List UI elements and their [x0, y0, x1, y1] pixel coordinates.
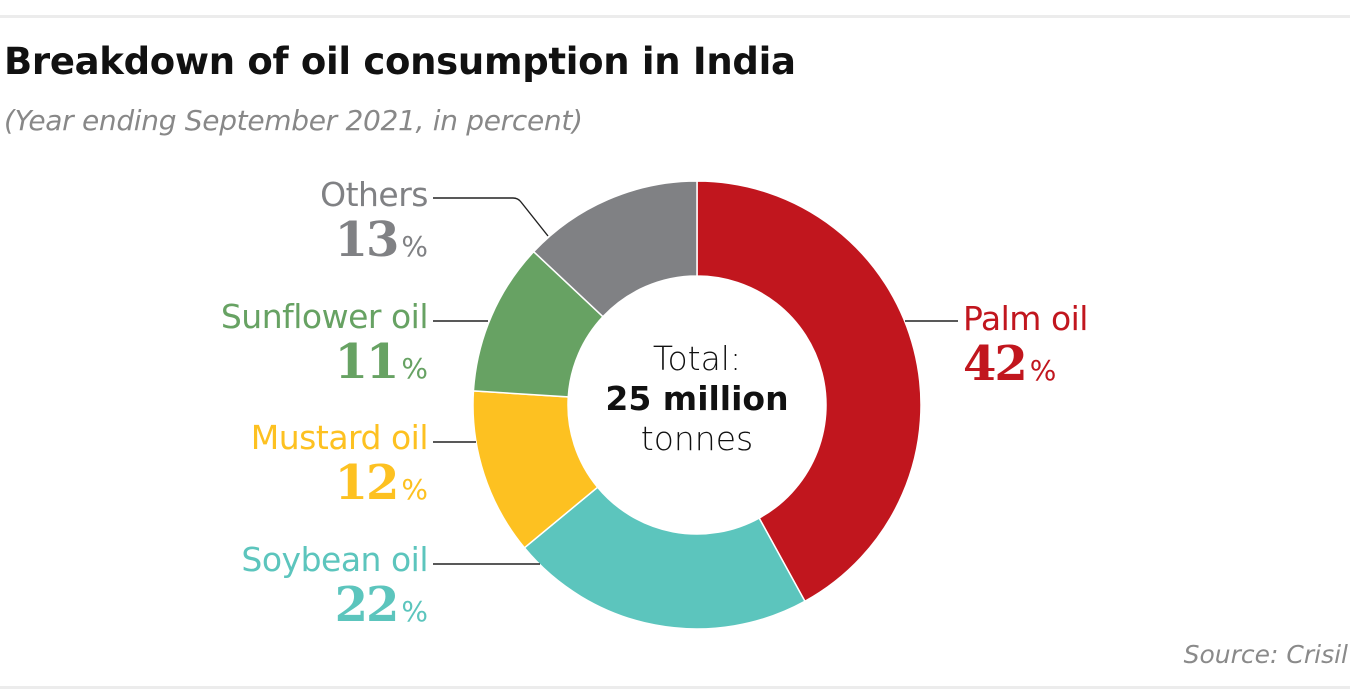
label-others: Others 13%	[320, 176, 428, 278]
label-mustard-oil: Mustard oil 12%	[250, 418, 429, 521]
chart-title: Breakdown of oil consumption in India	[4, 40, 796, 83]
label-others-value: 13	[334, 212, 400, 268]
label-sunflower-oil-value: 11	[334, 334, 400, 390]
label-soybean-oil-name: Soybean oil	[241, 540, 428, 579]
label-palm-oil: Palm oil 42%	[963, 300, 1088, 402]
label-sunflower-oil-sign: %	[401, 352, 428, 385]
label-sunflower-oil: Sunflower oil 11%	[220, 297, 429, 400]
label-palm-oil-name: Palm oil	[963, 299, 1088, 338]
label-others-sign: %	[401, 230, 428, 263]
label-mustard-oil-name: Mustard oil	[250, 418, 429, 457]
label-soybean-oil: Soybean oil 22%	[241, 541, 428, 643]
center-total-unit: tonnes	[640, 419, 754, 458]
label-soybean-oil-value: 22	[334, 577, 400, 633]
donut-slice-palm-oil	[696, 180, 922, 603]
leader-line-others	[433, 197, 549, 237]
label-mustard-oil-value: 12	[334, 455, 400, 511]
label-palm-oil-value: 42	[963, 336, 1028, 392]
chart-subtitle: (Year ending September 2021, in percent)	[4, 104, 583, 137]
center-total-caption: Total:	[652, 339, 742, 378]
label-sunflower-oil-name: Sunflower oil	[220, 297, 429, 336]
source-note: Source: Crisil	[1183, 640, 1348, 669]
top-rule	[0, 15, 1350, 18]
label-soybean-oil-sign: %	[401, 595, 428, 628]
label-palm-oil-sign: %	[1029, 354, 1057, 387]
donut-slice-others	[532, 180, 698, 318]
label-others-name: Others	[320, 175, 428, 214]
center-total-label: Total: 25 million tonnes	[567, 339, 827, 459]
label-mustard-oil-sign: %	[401, 473, 428, 506]
donut-slice-soybean-oil	[523, 486, 806, 630]
bottom-rule	[0, 686, 1350, 689]
center-total-value: 25 million	[605, 379, 789, 418]
